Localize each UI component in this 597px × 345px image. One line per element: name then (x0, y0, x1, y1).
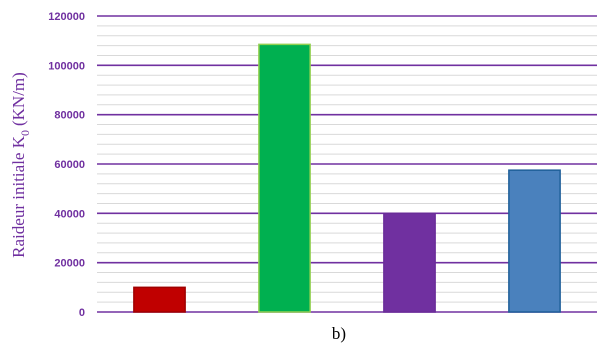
y-axis-title-text: Raideur initiale K (9, 135, 28, 258)
y-tick-label: 80000 (54, 110, 85, 122)
y-tick-labels: 0 20000 40000 60000 80000 100000 120000 (48, 11, 85, 319)
y-tick-label: 120000 (48, 11, 85, 23)
x-axis-caption: b) (332, 324, 346, 343)
bar-2 (258, 43, 311, 313)
y-axis-title-unit: (KN/m) (9, 72, 28, 126)
y-tick-label: 20000 (54, 258, 85, 270)
y-tick-label: 40000 (54, 208, 85, 220)
y-tick-label: 0 (79, 307, 85, 319)
bars (133, 43, 561, 313)
y-tick-label: 60000 (54, 159, 85, 171)
y-axis-title: Raideur initiale K0 (KN/m) (9, 72, 32, 258)
bar-3 (383, 212, 436, 313)
y-axis-title-subscript: 0 (18, 130, 32, 136)
minor-gridlines (97, 25, 597, 303)
y-tick-label: 100000 (48, 60, 85, 72)
bar-1 (133, 286, 186, 313)
bar-4 (508, 169, 561, 313)
